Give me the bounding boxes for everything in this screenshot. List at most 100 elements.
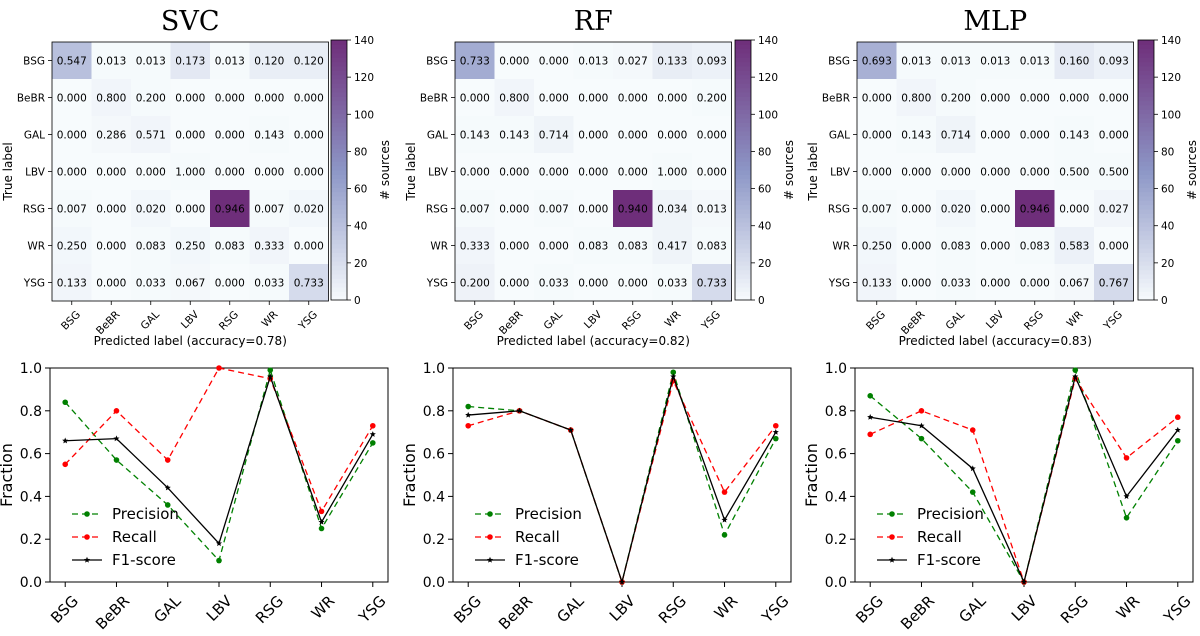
heatmap-cell: [534, 116, 574, 154]
cell-value: 0.800: [96, 93, 126, 105]
data-point: [969, 427, 976, 433]
legend-label: Recall: [917, 528, 962, 546]
heatmap-cell: [896, 79, 937, 117]
colorbar-segment: [1138, 191, 1154, 197]
legend-marker: [487, 534, 493, 540]
colorbar-segment: [735, 239, 751, 245]
heatmap-cell: [573, 264, 614, 302]
colorbar-tick-label: 100: [758, 109, 778, 121]
y-tick-label: 0.2: [20, 532, 42, 548]
metrics-line-chart-3: 0.0 0.2 0.4 0.6 0.8 1.0 BSG BeBR GAL LBV RSG WR YSG F…: [802, 361, 1195, 633]
cell-value: 0.250: [862, 241, 892, 253]
x-tick-label: YSG: [1160, 592, 1195, 627]
colorbar-segment: [1138, 178, 1154, 184]
cell-value: 0.000: [980, 278, 1010, 290]
colorbar-segment: [1138, 152, 1154, 158]
series-f1: [867, 373, 1181, 585]
data-point: [1123, 493, 1130, 499]
colorbar-segment: [1138, 200, 1154, 206]
data-point: [113, 457, 120, 463]
x-tick-label: GAL: [139, 309, 163, 333]
legend: Precision Recall F1-score: [475, 505, 582, 569]
data-point: [62, 461, 69, 468]
colorbar-segment: [735, 126, 751, 132]
colorbar-segment: [735, 248, 751, 253]
cell-value: 1.000: [657, 167, 687, 179]
colorbar: 0 20 40 60 80 100 120 140 # sources: [330, 35, 392, 307]
cell-value: 0.000: [175, 130, 205, 142]
heatmap-cell: [210, 42, 250, 80]
cell-value: 0.000: [980, 204, 1010, 216]
cell-value: 0.000: [539, 241, 569, 253]
colorbar-tick-label: 80: [758, 146, 771, 158]
heatmap-cell: [170, 79, 211, 117]
colorbar-tick-label: 20: [354, 258, 367, 270]
heatmap-cell: [613, 116, 653, 154]
x-tick-label: RSG: [620, 309, 644, 333]
cell-value: 0.000: [96, 204, 126, 216]
heatmap-cell: [91, 190, 132, 228]
heatmap-cell: [289, 264, 329, 302]
heatmap-cell: [249, 264, 290, 302]
heatmap-cell: [289, 79, 329, 117]
cell-value: 0.000: [980, 130, 1010, 142]
colorbar-segment: [331, 243, 347, 249]
plot-frame: [452, 367, 792, 583]
heatmap-cell: [91, 227, 132, 265]
heatmap-cell: [573, 116, 614, 154]
colorbar-segment: [1138, 161, 1154, 167]
heatmap-cell: [1054, 190, 1095, 228]
cell-value: 0.333: [254, 241, 284, 253]
x-tick-label: WR: [308, 592, 339, 623]
heatmap-cell: [1015, 227, 1055, 265]
cell-value: 0.286: [96, 130, 126, 142]
colorbar-segment: [331, 230, 347, 236]
heatmap-cell: [936, 264, 976, 302]
cell-value: 0.133: [862, 278, 892, 290]
heatmap-cell: [573, 42, 614, 80]
y-tick-label: BSG: [23, 56, 45, 68]
cell-value: 0.067: [1059, 278, 1089, 290]
cell-value: 0.000: [294, 241, 324, 253]
colorbar-segment: [1138, 274, 1154, 279]
colorbar-segment: [1138, 122, 1154, 128]
heatmap-cell: [613, 42, 653, 80]
cell-value: 0.027: [618, 56, 648, 68]
y-tick-label: 0.4: [825, 489, 847, 505]
colorbar-segment: [331, 191, 347, 197]
cell-value: 0.020: [294, 204, 324, 216]
cell-value: 0.200: [460, 278, 490, 290]
colorbar-segment: [331, 70, 347, 76]
colorbar-segment: [1138, 48, 1154, 54]
colorbar-segment: [331, 235, 347, 240]
heatmap-cell: [455, 153, 495, 191]
colorbar-frame: [734, 39, 752, 301]
heatmap-cell: [573, 190, 614, 228]
heatmap-cell: [857, 153, 897, 191]
y-tick-label: 0.2: [825, 532, 847, 548]
heatmap-cell: [936, 153, 976, 191]
colorbar-segment: [1138, 148, 1154, 154]
cell-value: 0.120: [254, 56, 284, 68]
cell-value: 0.133: [657, 56, 687, 68]
colorbar-segment: [1138, 261, 1154, 266]
colorbar-segment: [1138, 57, 1154, 63]
colorbar-tick-label: 0: [1161, 295, 1168, 307]
heatmap-cell: [455, 227, 495, 265]
heatmap-cell: [857, 79, 897, 117]
x-tick-label: LBV: [179, 308, 202, 331]
cell-value: 0.000: [175, 204, 205, 216]
colorbar-label: # sources: [378, 140, 392, 200]
colorbar-segment: [1138, 209, 1154, 214]
colorbar-segment: [735, 118, 751, 123]
legend-label: Precision: [917, 505, 984, 523]
colorbar-segment: [1138, 96, 1154, 102]
data-point: [369, 422, 376, 429]
colorbar-segment: [1138, 222, 1154, 227]
cell-value: 0.946: [1020, 204, 1050, 216]
colorbar-segment: [735, 70, 751, 76]
colorbar-segment: [735, 274, 751, 279]
colorbar-segment: [1138, 183, 1154, 188]
heatmap-cell: [494, 190, 535, 228]
x-tick-label: LBV: [1008, 592, 1041, 625]
